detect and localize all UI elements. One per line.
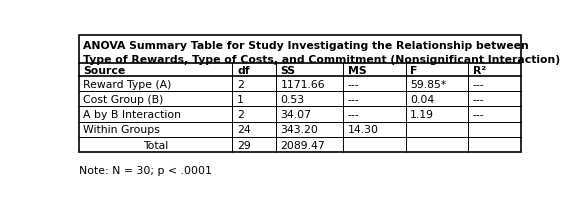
Text: Type of Rewards, Type of Costs, and Commitment (Nonsignificant Interaction): Type of Rewards, Type of Costs, and Comm…: [83, 54, 560, 64]
Text: 14.30: 14.30: [347, 125, 378, 135]
Text: 0.53: 0.53: [280, 94, 304, 104]
Text: Reward Type (A): Reward Type (A): [83, 79, 171, 89]
Text: ---: ---: [347, 79, 359, 89]
Text: R²: R²: [473, 65, 486, 75]
Text: 24: 24: [237, 125, 251, 135]
Text: 2089.47: 2089.47: [280, 140, 325, 150]
Text: 1: 1: [237, 94, 244, 104]
Text: ---: ---: [473, 79, 484, 89]
Text: ---: ---: [347, 94, 359, 104]
Text: ---: ---: [347, 110, 359, 119]
Text: A by B Interaction: A by B Interaction: [83, 110, 181, 119]
Text: SS: SS: [280, 65, 295, 75]
Text: 1171.66: 1171.66: [280, 79, 325, 89]
Text: Within Groups: Within Groups: [83, 125, 160, 135]
Text: F: F: [410, 65, 418, 75]
Text: Note: N = 30; p < .0001: Note: N = 30; p < .0001: [78, 166, 211, 176]
Text: 2: 2: [237, 79, 244, 89]
Text: 29: 29: [237, 140, 251, 150]
Text: ---: ---: [473, 94, 484, 104]
Text: ---: ---: [473, 110, 484, 119]
Text: Total: Total: [143, 140, 168, 150]
Text: 0.04: 0.04: [410, 94, 435, 104]
Text: 2: 2: [237, 110, 244, 119]
Text: 59.85*: 59.85*: [410, 79, 446, 89]
Text: 1.19: 1.19: [410, 110, 434, 119]
Text: 343.20: 343.20: [280, 125, 318, 135]
Text: 34.07: 34.07: [280, 110, 311, 119]
Text: df: df: [237, 65, 250, 75]
Text: MS: MS: [347, 65, 366, 75]
Bar: [78, 36, 521, 152]
Text: ANOVA Summary Table for Study Investigating the Relationship between: ANOVA Summary Table for Study Investigat…: [83, 41, 529, 51]
Text: Source: Source: [83, 65, 125, 75]
Text: Cost Group (B): Cost Group (B): [83, 94, 163, 104]
